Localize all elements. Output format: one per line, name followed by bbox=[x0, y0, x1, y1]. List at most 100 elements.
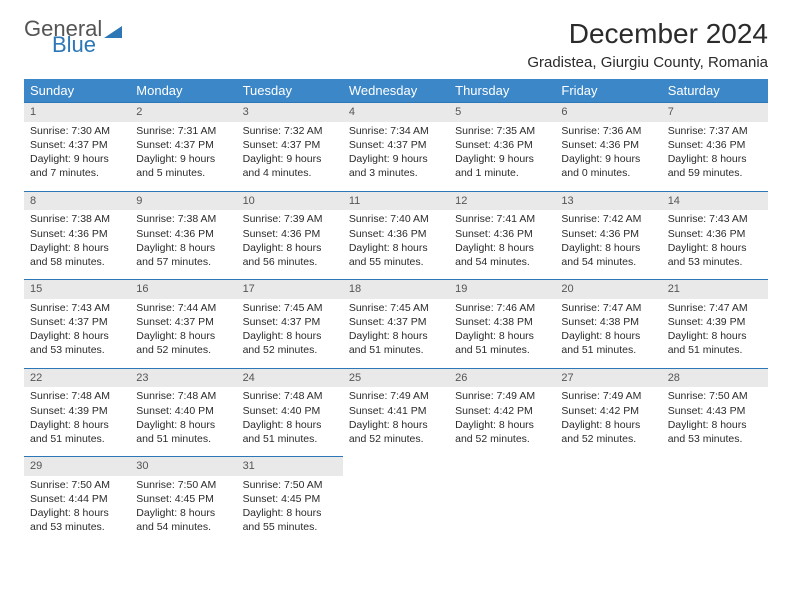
day-info: Sunrise: 7:38 AMSunset: 4:36 PMDaylight:… bbox=[24, 210, 130, 279]
day-info: Sunrise: 7:50 AMSunset: 4:45 PMDaylight:… bbox=[130, 476, 236, 545]
sunset-line: Sunset: 4:39 PM bbox=[668, 315, 762, 329]
day-number: 22 bbox=[24, 368, 130, 387]
sunset-line: Sunset: 4:37 PM bbox=[243, 138, 337, 152]
daylight-line: Daylight: 8 hours and 52 minutes. bbox=[136, 329, 230, 357]
day-info: Sunrise: 7:48 AMSunset: 4:40 PMDaylight:… bbox=[130, 387, 236, 456]
daylight-line: Daylight: 8 hours and 57 minutes. bbox=[136, 241, 230, 269]
day-header: Friday bbox=[555, 79, 661, 103]
sunset-line: Sunset: 4:36 PM bbox=[136, 227, 230, 241]
sunset-line: Sunset: 4:36 PM bbox=[668, 138, 762, 152]
sunrise-line: Sunrise: 7:40 AM bbox=[349, 212, 443, 226]
day-info: Sunrise: 7:43 AMSunset: 4:37 PMDaylight:… bbox=[24, 299, 130, 368]
sunrise-line: Sunrise: 7:49 AM bbox=[455, 389, 549, 403]
daylight-line: Daylight: 9 hours and 3 minutes. bbox=[349, 152, 443, 180]
day-number-row: 22232425262728 bbox=[24, 368, 768, 387]
sunset-line: Sunset: 4:43 PM bbox=[668, 404, 762, 418]
day-header-row: SundayMondayTuesdayWednesdayThursdayFrid… bbox=[24, 79, 768, 103]
daylight-line: Daylight: 8 hours and 54 minutes. bbox=[136, 506, 230, 534]
empty-cell bbox=[662, 476, 768, 545]
day-number: 4 bbox=[343, 103, 449, 122]
day-info: Sunrise: 7:35 AMSunset: 4:36 PMDaylight:… bbox=[449, 122, 555, 191]
day-number: 20 bbox=[555, 280, 661, 299]
day-info: Sunrise: 7:38 AMSunset: 4:36 PMDaylight:… bbox=[130, 210, 236, 279]
sunrise-line: Sunrise: 7:46 AM bbox=[455, 301, 549, 315]
day-number: 17 bbox=[237, 280, 343, 299]
empty-cell bbox=[555, 457, 661, 476]
day-number: 30 bbox=[130, 457, 236, 476]
sunset-line: Sunset: 4:45 PM bbox=[136, 492, 230, 506]
daylight-line: Daylight: 8 hours and 51 minutes. bbox=[136, 418, 230, 446]
day-info: Sunrise: 7:40 AMSunset: 4:36 PMDaylight:… bbox=[343, 210, 449, 279]
day-number: 23 bbox=[130, 368, 236, 387]
day-number: 11 bbox=[343, 191, 449, 210]
sunset-line: Sunset: 4:36 PM bbox=[243, 227, 337, 241]
day-info: Sunrise: 7:41 AMSunset: 4:36 PMDaylight:… bbox=[449, 210, 555, 279]
day-number: 25 bbox=[343, 368, 449, 387]
day-info-row: Sunrise: 7:43 AMSunset: 4:37 PMDaylight:… bbox=[24, 299, 768, 368]
day-number-row: 1234567 bbox=[24, 103, 768, 122]
day-info: Sunrise: 7:44 AMSunset: 4:37 PMDaylight:… bbox=[130, 299, 236, 368]
day-info: Sunrise: 7:49 AMSunset: 4:41 PMDaylight:… bbox=[343, 387, 449, 456]
sunset-line: Sunset: 4:42 PM bbox=[561, 404, 655, 418]
day-header: Saturday bbox=[662, 79, 768, 103]
sunrise-line: Sunrise: 7:38 AM bbox=[30, 212, 124, 226]
daylight-line: Daylight: 8 hours and 51 minutes. bbox=[455, 329, 549, 357]
sunrise-line: Sunrise: 7:50 AM bbox=[243, 478, 337, 492]
day-header: Sunday bbox=[24, 79, 130, 103]
sunset-line: Sunset: 4:37 PM bbox=[243, 315, 337, 329]
sunrise-line: Sunrise: 7:35 AM bbox=[455, 124, 549, 138]
sunrise-line: Sunrise: 7:50 AM bbox=[668, 389, 762, 403]
sunset-line: Sunset: 4:44 PM bbox=[30, 492, 124, 506]
day-info: Sunrise: 7:46 AMSunset: 4:38 PMDaylight:… bbox=[449, 299, 555, 368]
logo: General Blue bbox=[24, 18, 122, 56]
sunset-line: Sunset: 4:37 PM bbox=[136, 315, 230, 329]
day-info: Sunrise: 7:42 AMSunset: 4:36 PMDaylight:… bbox=[555, 210, 661, 279]
day-number: 14 bbox=[662, 191, 768, 210]
day-number: 18 bbox=[343, 280, 449, 299]
month-title: December 2024 bbox=[527, 18, 768, 50]
day-number: 31 bbox=[237, 457, 343, 476]
day-info: Sunrise: 7:50 AMSunset: 4:44 PMDaylight:… bbox=[24, 476, 130, 545]
day-header: Tuesday bbox=[237, 79, 343, 103]
day-info: Sunrise: 7:43 AMSunset: 4:36 PMDaylight:… bbox=[662, 210, 768, 279]
sunrise-line: Sunrise: 7:47 AM bbox=[668, 301, 762, 315]
daylight-line: Daylight: 8 hours and 51 minutes. bbox=[349, 329, 443, 357]
title-block: December 2024 Gradistea, Giurgiu County,… bbox=[527, 18, 768, 71]
day-info: Sunrise: 7:36 AMSunset: 4:36 PMDaylight:… bbox=[555, 122, 661, 191]
sunrise-line: Sunrise: 7:50 AM bbox=[136, 478, 230, 492]
day-number: 9 bbox=[130, 191, 236, 210]
day-number: 28 bbox=[662, 368, 768, 387]
sunrise-line: Sunrise: 7:48 AM bbox=[243, 389, 337, 403]
sunset-line: Sunset: 4:39 PM bbox=[30, 404, 124, 418]
day-number: 24 bbox=[237, 368, 343, 387]
sunrise-line: Sunrise: 7:44 AM bbox=[136, 301, 230, 315]
day-number: 3 bbox=[237, 103, 343, 122]
daylight-line: Daylight: 9 hours and 0 minutes. bbox=[561, 152, 655, 180]
daylight-line: Daylight: 8 hours and 52 minutes. bbox=[455, 418, 549, 446]
sunrise-line: Sunrise: 7:30 AM bbox=[30, 124, 124, 138]
day-number: 13 bbox=[555, 191, 661, 210]
day-info: Sunrise: 7:32 AMSunset: 4:37 PMDaylight:… bbox=[237, 122, 343, 191]
sunrise-line: Sunrise: 7:50 AM bbox=[30, 478, 124, 492]
day-info: Sunrise: 7:31 AMSunset: 4:37 PMDaylight:… bbox=[130, 122, 236, 191]
sunset-line: Sunset: 4:45 PM bbox=[243, 492, 337, 506]
location-text: Gradistea, Giurgiu County, Romania bbox=[527, 54, 768, 71]
day-info-row: Sunrise: 7:30 AM Sunset: 4:37 PM Daylight:… bbox=[24, 122, 768, 191]
sunrise-line: Sunrise: 7:49 AM bbox=[561, 389, 655, 403]
day-info: Sunrise: 7:47 AMSunset: 4:39 PMDaylight:… bbox=[662, 299, 768, 368]
day-number: 15 bbox=[24, 280, 130, 299]
day-info: Sunrise: 7:45 AMSunset: 4:37 PMDaylight:… bbox=[237, 299, 343, 368]
daylight-line: Daylight: 8 hours and 53 minutes. bbox=[30, 506, 124, 534]
sunrise-line: Sunrise: 7:48 AM bbox=[136, 389, 230, 403]
day-info: Sunrise: 7:39 AMSunset: 4:36 PMDaylight:… bbox=[237, 210, 343, 279]
day-info: Sunrise: 7:50 AMSunset: 4:43 PMDaylight:… bbox=[662, 387, 768, 456]
day-info-row: Sunrise: 7:50 AMSunset: 4:44 PMDaylight:… bbox=[24, 476, 768, 545]
sunrise-line: Sunrise: 7:43 AM bbox=[668, 212, 762, 226]
daylight-line: Daylight: 8 hours and 52 minutes. bbox=[349, 418, 443, 446]
sunrise-line: Sunrise: 7:32 AM bbox=[243, 124, 337, 138]
day-number: 1 bbox=[24, 103, 130, 122]
day-header: Thursday bbox=[449, 79, 555, 103]
sunrise-line: Sunrise: 7:47 AM bbox=[561, 301, 655, 315]
daylight-line: Daylight: 8 hours and 51 minutes. bbox=[561, 329, 655, 357]
day-info: Sunrise: 7:48 AMSunset: 4:40 PMDaylight:… bbox=[237, 387, 343, 456]
